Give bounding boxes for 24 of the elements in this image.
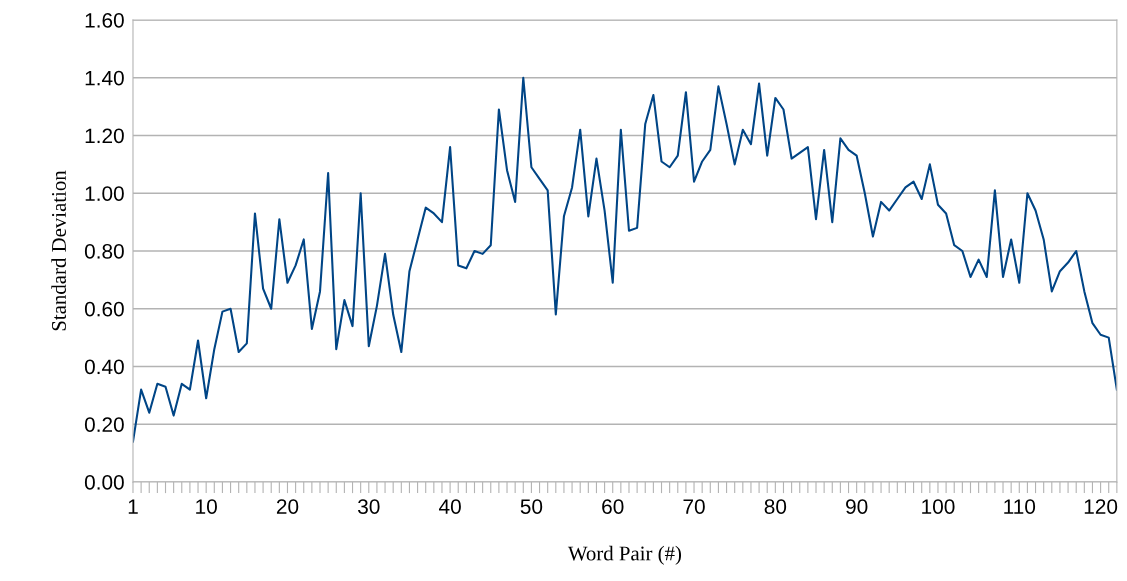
x-tick-label: 70 [683,499,705,514]
y-tick-label: 1.40 [85,70,124,86]
y-tick-label: 0.60 [84,301,124,317]
x-tick-label: 80 [764,499,787,514]
x-tick-label: 40 [438,499,461,514]
x-tick-label: 10 [196,499,217,514]
x-tick-label: 1 [128,499,138,514]
x-tick-label: 100 [922,499,955,514]
x-tick-label: 60 [602,499,624,514]
y-tick-label: 0.00 [84,475,124,490]
x-axis-title: Word Pair (#) [567,545,682,565]
y-tick-label: 1.20 [85,128,124,144]
y-tick-label: 0.20 [84,417,124,432]
y-tick-label: 0.80 [84,243,124,259]
x-tick-label: 50 [520,499,543,514]
y-tick-label: 1.00 [85,186,124,201]
x-tick-label: 90 [846,499,868,514]
y-tick-label: 1.60 [85,12,124,28]
x-tick-label: 30 [358,499,380,514]
y-axis-title: Standard Deviation [51,170,66,331]
x-tick-label: 20 [276,499,299,514]
x-tick-label: 120 [1084,499,1118,514]
y-tick-label: 0.40 [84,359,124,375]
x-tick-label: 110 [1004,499,1036,514]
